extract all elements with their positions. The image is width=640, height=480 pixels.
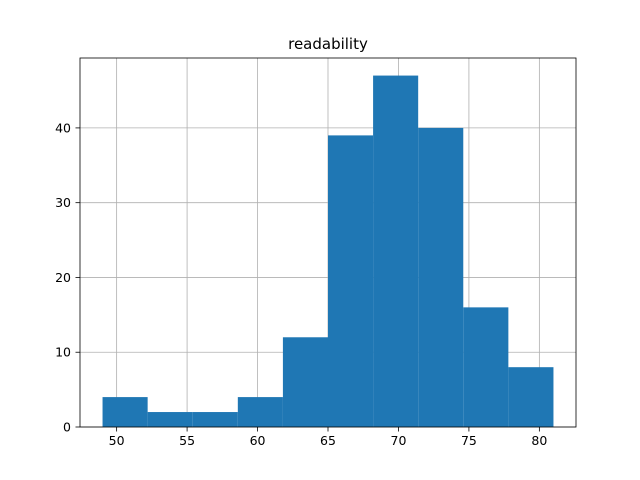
x-tick-label: 65 bbox=[320, 433, 336, 448]
histogram-bar bbox=[328, 135, 374, 428]
histogram-bar bbox=[147, 412, 193, 427]
histogram-bar bbox=[237, 397, 283, 427]
y-axis-ticks: 0 10 20 30 40 bbox=[55, 120, 80, 435]
histogram-bar bbox=[102, 397, 148, 427]
x-tick-label: 60 bbox=[250, 433, 266, 448]
x-axis-ticks: 50 55 60 65 70 75 80 bbox=[109, 427, 547, 448]
histogram-bar bbox=[418, 127, 464, 427]
x-tick-label: 80 bbox=[531, 433, 547, 448]
histogram-bar bbox=[282, 337, 328, 427]
x-tick-label: 70 bbox=[391, 433, 407, 448]
histogram-bar bbox=[508, 367, 554, 427]
y-tick-label: 30 bbox=[55, 195, 71, 210]
histogram-bar bbox=[192, 412, 238, 427]
histogram-bar bbox=[373, 75, 419, 428]
x-tick-label: 75 bbox=[461, 433, 477, 448]
histogram-bars bbox=[102, 75, 554, 428]
y-tick-label: 0 bbox=[63, 420, 71, 435]
chart-title: readability bbox=[288, 35, 368, 53]
y-tick-label: 40 bbox=[55, 120, 71, 135]
y-tick-label: 10 bbox=[55, 345, 71, 360]
x-tick-label: 55 bbox=[179, 433, 195, 448]
x-tick-label: 50 bbox=[109, 433, 125, 448]
histogram-bar bbox=[463, 307, 509, 427]
y-tick-label: 20 bbox=[55, 270, 71, 285]
